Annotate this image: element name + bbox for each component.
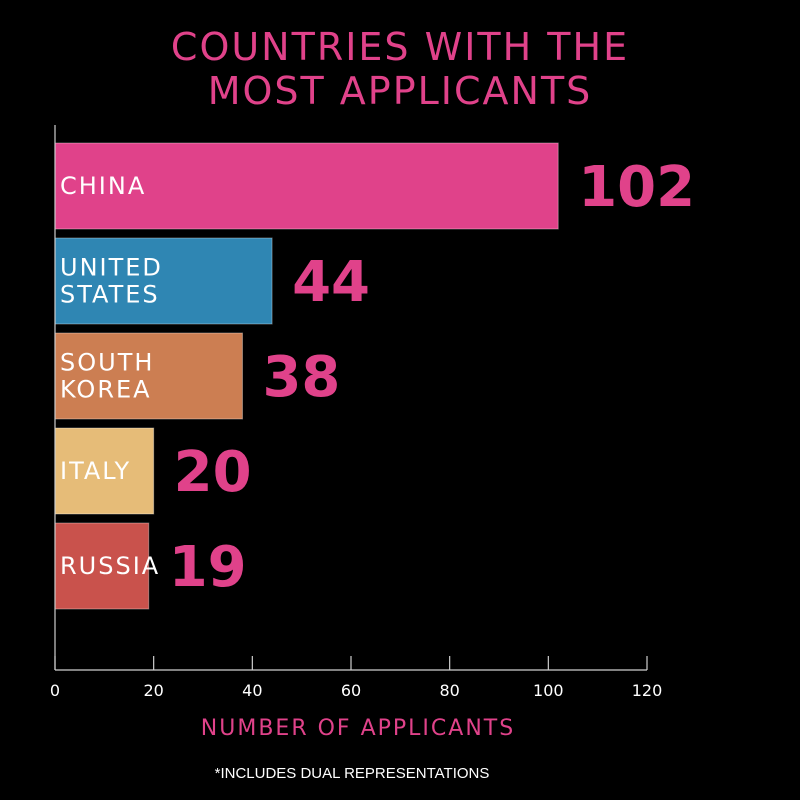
value-label-3: 20 [174,440,252,505]
bar-3 [54,427,155,515]
value-label-0: 102 [578,155,695,220]
ticks-layer: 0 20 40 60 80 100 120 [50,656,662,700]
x-tick-label-6: 120 [632,681,663,700]
chart-title-line-1: COUNTRIES WITH THE [171,25,629,69]
bar-label-2-1: KOREA [60,376,152,404]
bar-label-1-1: STATES [60,281,160,309]
x-tick-label-1: 20 [143,681,163,700]
bar-4 [54,522,150,610]
bar-label-1-0: UNITED [60,254,163,282]
bar-label-3-0: ITALY [60,457,131,485]
x-tick-label-3: 60 [341,681,361,700]
bar-label-4-0: RUSSIA [60,552,160,580]
x-tick-label-5: 100 [533,681,564,700]
bar-0 [54,142,559,230]
x-tick-label-2: 40 [242,681,262,700]
value-label-4: 19 [169,535,247,600]
bar-2 [54,332,243,420]
footnote: *INCLUDES DUAL REPRESENTATIONS [215,765,490,782]
x-axis-title: NUMBER OF APPLICANTS [201,716,515,741]
bar-label-0-0: CHINA [60,172,146,200]
chart-title-line-2: MOST APPLICANTS [208,69,593,113]
bar-label-2-0: SOUTH [60,349,154,377]
x-tick-label-4: 80 [439,681,459,700]
value-label-1: 44 [292,250,370,315]
value-label-2: 38 [262,345,340,410]
x-tick-label-0: 0 [50,681,60,700]
bar-1 [54,237,273,325]
